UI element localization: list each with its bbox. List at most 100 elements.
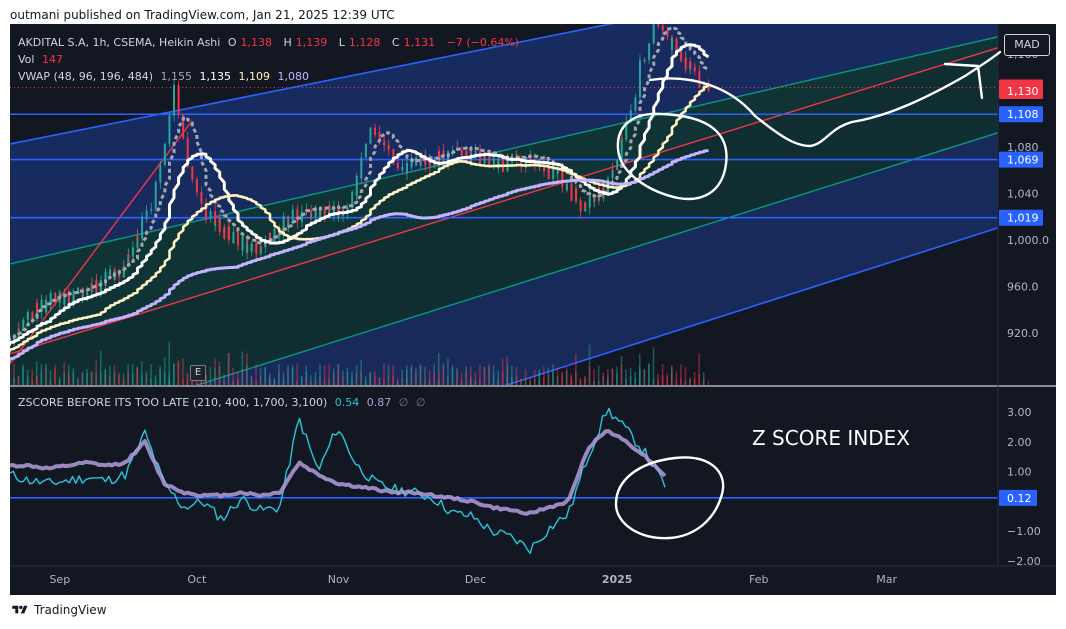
price-change: −7 (−0.64%): [446, 36, 520, 49]
volume-bar: [447, 358, 449, 385]
volume-bar: [442, 365, 445, 385]
volume-bar: [250, 376, 253, 385]
candle-body: [40, 299, 43, 303]
volume-bar: [168, 341, 171, 385]
volume-bar: [565, 370, 568, 385]
volume-bar: [392, 365, 394, 385]
volume-bar: [433, 364, 436, 385]
candle-body: [77, 287, 80, 292]
channel-median-line: [10, 46, 998, 355]
volume-bar: [392, 375, 394, 385]
volume-bar: [437, 380, 440, 385]
candle-body: [191, 166, 194, 175]
candle-body: [22, 320, 25, 330]
volume-bar: [127, 364, 129, 385]
candle-body: [396, 163, 399, 169]
earnings-marker[interactable]: E: [190, 365, 206, 381]
candle-body: [159, 164, 162, 181]
candle-body: [497, 158, 500, 169]
volume-bar: [387, 365, 390, 385]
volume-bar: [319, 363, 321, 385]
candle-body: [223, 227, 226, 239]
channel-line-upper: [10, 36, 998, 265]
candle-body: [127, 254, 130, 257]
volume-bar: [282, 372, 285, 385]
volume-bar: [488, 366, 490, 385]
candle-body: [209, 211, 212, 214]
volume-bar: [652, 378, 655, 385]
volume-bar: [515, 375, 518, 385]
candle-body: [145, 210, 148, 219]
volume-bar: [634, 377, 637, 385]
volume-legend[interactable]: Vol 147: [18, 53, 67, 66]
volume-bar: [168, 372, 171, 385]
volume-bar: [501, 371, 504, 385]
zscore-series-2: [10, 429, 667, 516]
volume-bar: [173, 363, 175, 385]
zscore-pane[interactable]: [10, 387, 998, 565]
volume-bar: [511, 366, 513, 385]
price-pane[interactable]: [10, 24, 1056, 595]
volume-bar: [22, 364, 24, 385]
volume-bar: [131, 373, 134, 385]
candle-body: [593, 200, 596, 202]
candle-body: [26, 312, 29, 320]
candle-body: [638, 60, 641, 78]
volume-bar: [58, 376, 61, 385]
volume-bar: [474, 380, 477, 385]
vwap-legend[interactable]: VWAP (48, 96, 196, 484) 1,155 1,135 1,10…: [18, 70, 313, 83]
volume-bar: [556, 367, 559, 385]
volume-bar: [264, 366, 266, 385]
volume-bar: [127, 372, 129, 385]
price-tag-bg: [999, 209, 1043, 226]
volume-bar: [406, 365, 408, 385]
pane-background: [10, 24, 998, 385]
symbol-title[interactable]: AKDITAL S.A, 1h, CSEMA, Heikin Ashi: [18, 36, 221, 49]
candle-body: [323, 209, 326, 214]
volume-bar: [552, 369, 554, 385]
volume-bar: [611, 368, 614, 385]
volume-bar: [17, 376, 20, 385]
candle-body: [374, 127, 377, 132]
volume-bar: [506, 356, 509, 385]
currency-button[interactable]: MAD: [1004, 34, 1050, 56]
price-tick-label: 960.0: [1007, 280, 1039, 293]
volume-bar: [479, 378, 481, 385]
volume-bar: [223, 380, 225, 385]
volume-bar: [310, 380, 312, 385]
volume-bar: [378, 377, 381, 385]
volume-bar: [95, 373, 97, 385]
candle-body: [45, 300, 48, 313]
candle-body: [638, 81, 641, 98]
candle-body: [141, 225, 144, 239]
volume-bar: [670, 372, 673, 385]
vwap-value-2: 1,135: [199, 70, 232, 83]
vwap-label: VWAP (48, 96, 196, 484): [18, 70, 154, 83]
volume-bar: [35, 376, 38, 385]
candle-body: [109, 269, 112, 275]
candle-body: [629, 110, 632, 117]
candle-body: [433, 163, 436, 165]
volume-bar: [597, 365, 600, 385]
candle-body: [588, 192, 591, 208]
volume-bar: [296, 380, 298, 385]
volume-bar: [529, 380, 531, 385]
candle-body: [652, 27, 655, 44]
price-circle-icon: [616, 112, 728, 201]
volume-bar: [291, 365, 294, 385]
chart-frame[interactable]: 1,1601,0801,0401,000.0960.0920.01,1311,1…: [10, 24, 1056, 595]
zscore-legend[interactable]: ZSCORE BEFORE ITS TOO LATE (210, 400, 1,…: [18, 396, 429, 409]
volume-bar: [26, 369, 29, 385]
ohlc-high: H 1,139: [283, 36, 328, 49]
annotation-text: Z SCORE INDEX: [752, 426, 910, 450]
volume-bar: [268, 377, 271, 385]
chart-svg[interactable]: 1,1601,0801,0401,000.0960.0920.01,1311,1…: [10, 24, 1056, 595]
time-tick-label: Oct: [187, 573, 207, 586]
candle-body: [556, 167, 559, 174]
volume-bar: [104, 368, 107, 385]
candle-body: [136, 235, 139, 239]
volume-bar: [396, 378, 399, 385]
candle-body: [186, 147, 189, 167]
candle-body: [122, 266, 125, 268]
candle-body: [154, 200, 157, 210]
